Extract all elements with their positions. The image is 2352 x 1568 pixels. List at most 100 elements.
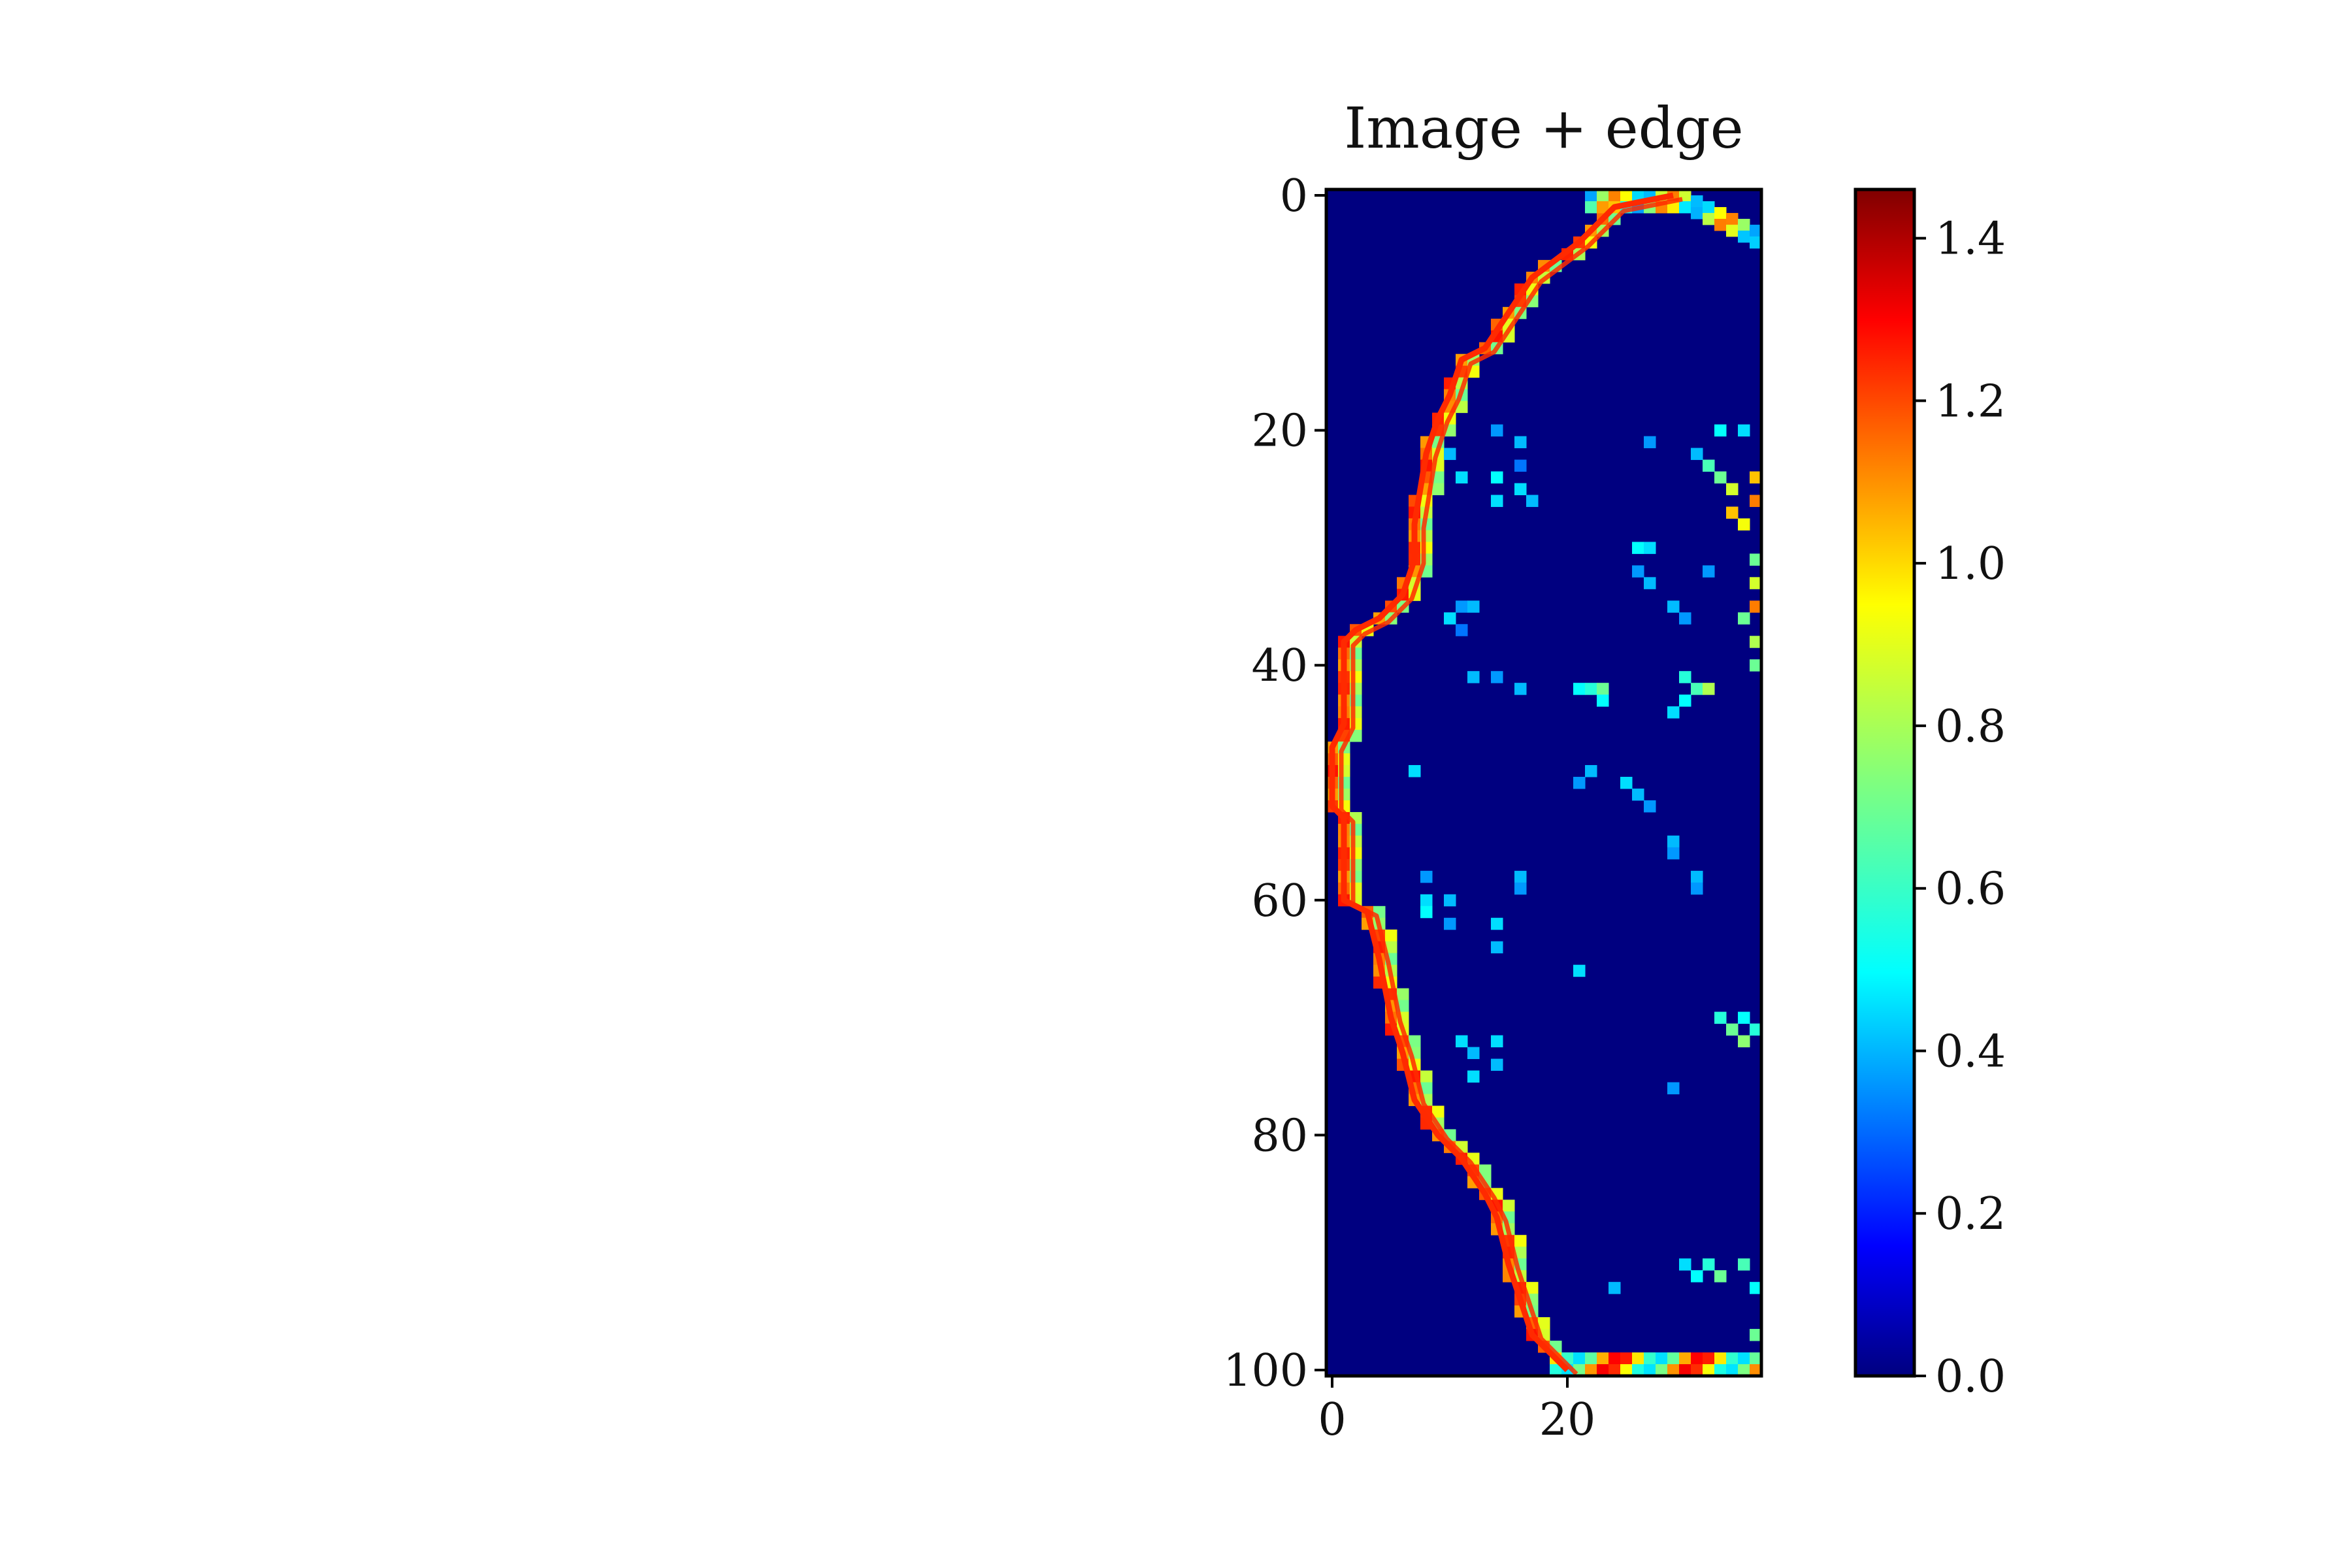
heatmap-cell [1750, 600, 1761, 613]
heatmap-cell [1679, 201, 1691, 214]
heatmap-cell [1456, 471, 1468, 484]
heatmap-cell [1738, 230, 1750, 243]
heatmap-cell [1691, 448, 1703, 461]
heatmap-cell [1679, 612, 1691, 625]
heatmap-cell [1514, 1247, 1527, 1259]
heatmap-cell [1409, 1035, 1421, 1048]
heatmap-cell [1491, 671, 1503, 683]
heatmap-cell [1632, 565, 1644, 578]
heatmap-cell [1609, 1282, 1621, 1294]
heatmap-cell [1714, 1364, 1727, 1376]
heatmap-cell [1491, 495, 1503, 507]
heatmap-cell [1385, 929, 1397, 942]
heatmap-cell [1597, 683, 1609, 695]
heatmap-cell [1738, 1258, 1750, 1271]
heatmap-cell [1656, 1364, 1668, 1376]
heatmap-cell [1691, 195, 1703, 208]
heatmap-cell [1597, 201, 1609, 214]
heatmap-cell [1750, 636, 1761, 648]
heatmap-cell [1585, 683, 1597, 695]
heatmap-cell [1714, 206, 1727, 220]
heatmap-cell [1679, 671, 1691, 683]
heatmap-cell [1467, 671, 1480, 683]
heatmap-cell [1538, 1317, 1550, 1330]
heatmap-image [1326, 189, 1761, 1376]
heatmap-cell [1726, 506, 1739, 519]
heatmap-cell [1420, 1070, 1433, 1083]
heatmap-cell [1597, 1352, 1609, 1365]
heatmap-cell [1514, 882, 1527, 895]
heatmap-cell [1714, 218, 1727, 231]
heatmap-cell [1691, 870, 1703, 883]
heatmap-cell [1397, 988, 1409, 1001]
heatmap-cell [1750, 577, 1761, 589]
x-tick-label: 20 [1539, 1394, 1596, 1446]
heatmap-cell [1526, 495, 1539, 507]
heatmap-cell [1503, 1200, 1515, 1212]
heatmap-cell [1714, 424, 1727, 437]
heatmap-cell [1585, 201, 1597, 214]
heatmap-cell [1738, 1364, 1750, 1376]
heatmap-cell [1479, 1164, 1492, 1177]
heatmap-cell [1644, 577, 1656, 589]
heatmap-cell [1420, 870, 1433, 883]
heatmap-cell [1491, 1058, 1503, 1071]
heatmap-cell [1514, 683, 1527, 695]
heatmap-cell [1679, 1352, 1691, 1365]
heatmap-cell [1632, 1364, 1644, 1376]
colorbar-tick-label: 1.2 [1935, 376, 2006, 427]
heatmap-cell [1420, 894, 1433, 907]
heatmap-cell [1750, 236, 1761, 249]
edge-line-inner [1339, 197, 1683, 1376]
heatmap-cell [1703, 565, 1715, 578]
heatmap-cell [1667, 600, 1680, 613]
heatmap-cell [1726, 1352, 1739, 1365]
heatmap-cell [1750, 659, 1761, 672]
y-tick-label: 100 [1223, 1345, 1308, 1397]
heatmap-cell [1585, 765, 1597, 777]
heatmap-cell [1491, 471, 1503, 484]
heatmap-cell [1714, 1270, 1727, 1282]
heatmap-cell [1750, 471, 1761, 484]
heatmap-cell [1738, 1035, 1750, 1048]
heatmap-cell [1738, 612, 1750, 625]
heatmap-cell [1644, 1364, 1656, 1376]
heatmap-cell [1597, 189, 1609, 202]
heatmap-cell [1444, 917, 1456, 930]
heatmap-cell [1491, 917, 1503, 930]
heatmap-cell [1667, 1082, 1680, 1094]
heatmap-cell [1738, 1011, 1750, 1024]
y-tick-label: 80 [1251, 1110, 1308, 1162]
heatmap-cell [1703, 1364, 1715, 1376]
colorbar-axis: 0.0 0.2 0.4 0.6 0.8 1.0 1.2 1.4 [1914, 214, 2006, 1403]
heatmap-cell [1420, 906, 1433, 919]
heatmap-cell [1585, 189, 1597, 202]
heatmap-cell [1703, 459, 1715, 472]
heatmap-cell [1597, 694, 1609, 707]
x-axis: 0 20 [1318, 1376, 1595, 1446]
heatmap-cell [1703, 201, 1715, 214]
heatmap-cell [1667, 706, 1680, 719]
heatmap-cell [1491, 941, 1503, 954]
heatmap-cell [1738, 424, 1750, 437]
colorbar [1854, 188, 1916, 1378]
heatmap-cell [1667, 1364, 1680, 1376]
heatmap-cell [1620, 777, 1633, 789]
heatmap-cell [1432, 483, 1445, 495]
heatmap-cell [1514, 483, 1527, 495]
heatmap-cell [1644, 1352, 1656, 1365]
heatmap-cell [1444, 894, 1456, 907]
y-tick-label: 20 [1251, 406, 1308, 457]
heatmap-cell [1691, 1364, 1703, 1376]
heatmap-cell [1679, 694, 1691, 707]
heatmap-cell [1750, 1282, 1761, 1294]
heatmap-cell [1750, 1364, 1761, 1376]
y-tick-label: 60 [1251, 875, 1308, 927]
heatmap-cell [1467, 1047, 1480, 1060]
heatmap-cell [1514, 870, 1527, 883]
heatmap-cell [1703, 1352, 1715, 1365]
colorbar-tick-label: 0.6 [1935, 864, 2006, 915]
heatmap-cell [1679, 1364, 1691, 1376]
colorbar-tick-label: 0.8 [1935, 701, 2006, 753]
heatmap-cell [1420, 1082, 1433, 1094]
